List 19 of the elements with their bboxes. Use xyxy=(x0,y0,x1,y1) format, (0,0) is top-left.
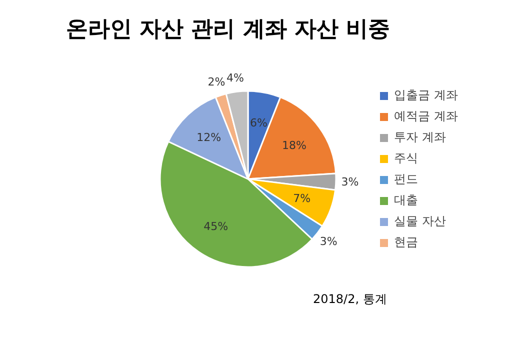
data-label: 6% xyxy=(250,116,268,130)
data-label: 18% xyxy=(282,138,306,152)
chart-title: 온라인 자산 관리 계좌 자산 비중 xyxy=(64,16,392,44)
data-label: 3% xyxy=(341,176,359,189)
legend-label: 펀드 xyxy=(394,171,418,188)
legend-label: 주식 xyxy=(394,150,418,167)
legend-label: 대출 xyxy=(394,192,418,209)
text: 2018/2, 통계 xyxy=(313,291,387,308)
legend-label: 입출금 계좌 xyxy=(394,87,458,104)
data-label: 2% xyxy=(208,75,226,88)
legend-label: 예적금 계좌 xyxy=(394,108,458,125)
data-label: 7% xyxy=(293,192,311,205)
legend-label: 실물 자산 xyxy=(394,213,446,230)
data-label: 45% xyxy=(204,220,228,233)
legend-label: 투자 계좌 xyxy=(394,129,446,146)
data-label: 12% xyxy=(196,130,222,144)
legend-label: 현금 xyxy=(394,234,418,251)
data-label: 3% xyxy=(320,235,338,248)
data-label: 4% xyxy=(226,71,244,84)
